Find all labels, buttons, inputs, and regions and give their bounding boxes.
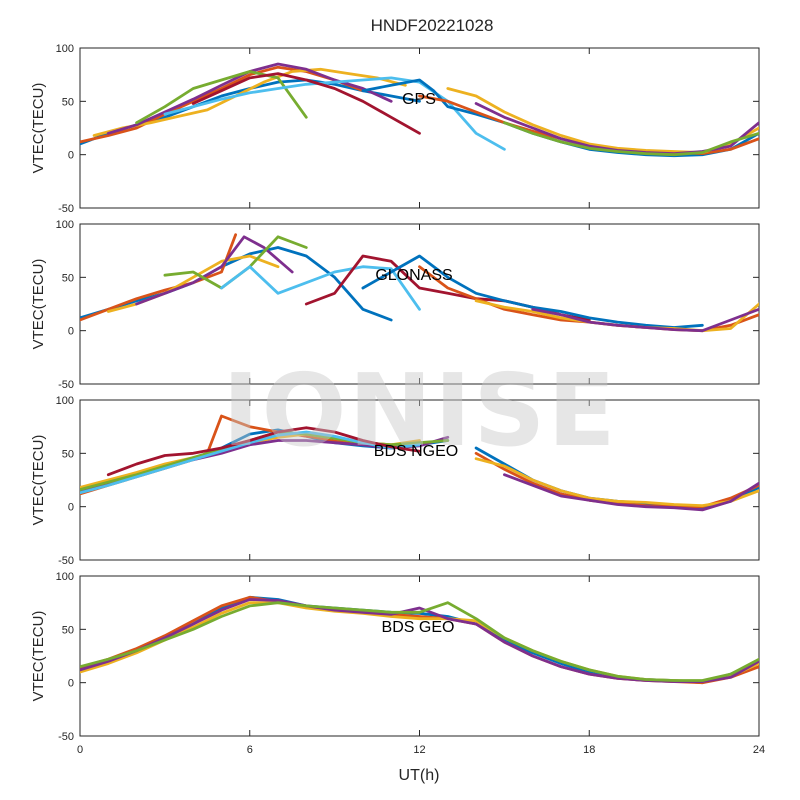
- x-axis-label: UT(h): [399, 767, 440, 784]
- y-axis-label: VTEC(TECU): [30, 83, 47, 174]
- series-group: [80, 414, 759, 512]
- y-tick-label: 50: [62, 624, 74, 636]
- y-tick-label: -50: [58, 731, 74, 743]
- panel-frame: [79, 47, 760, 209]
- y-tick-label: 50: [62, 272, 74, 284]
- panel-1: -50 0 50 100 VTEC(TECU) GLONASS: [30, 219, 760, 391]
- y-tick-label: 100: [56, 43, 74, 55]
- series-line: [80, 601, 759, 682]
- y-tick-label: 100: [56, 395, 74, 407]
- y-tick-label: -50: [58, 379, 74, 391]
- panel-frame: [79, 223, 760, 385]
- y-tick-label: 100: [56, 219, 74, 231]
- series-line: [135, 70, 308, 125]
- y-tick-label: 50: [62, 448, 74, 460]
- x-tick-label: 6: [247, 744, 253, 756]
- series-group: [80, 595, 759, 685]
- x-tick-label: 0: [77, 744, 83, 756]
- y-tick-label: -50: [58, 555, 74, 567]
- y-tick-label: -50: [58, 203, 74, 215]
- series-line: [361, 254, 704, 329]
- series-line: [135, 235, 294, 306]
- x-tick-label: 12: [413, 744, 425, 756]
- constellation-label: BDS NGEO: [374, 443, 458, 460]
- panel-frame: [79, 399, 760, 561]
- series-line: [80, 246, 393, 322]
- series-line: [502, 121, 759, 157]
- series-group: [80, 233, 759, 333]
- y-tick-label: 0: [68, 502, 74, 514]
- series-line: [502, 473, 759, 512]
- y-axis-label: VTEC(TECU): [30, 435, 47, 526]
- constellation-label: GPS: [402, 91, 436, 108]
- constellation-label: BDS GEO: [382, 619, 455, 636]
- series-line: [80, 430, 421, 495]
- y-tick-label: 0: [68, 326, 74, 338]
- y-axis-label: VTEC(TECU): [30, 611, 47, 702]
- series-line: [80, 233, 238, 322]
- y-tick-label: 0: [68, 678, 74, 690]
- y-axis-label: VTEC(TECU): [30, 259, 47, 350]
- series-line: [474, 457, 759, 508]
- series-group: [80, 62, 759, 158]
- panel-0: -50 0 50 100 VTEC(TECU) GPS: [30, 43, 760, 215]
- x-tick-label: 24: [753, 744, 765, 756]
- series-line: [92, 67, 407, 137]
- y-tick-label: 50: [62, 96, 74, 108]
- panel-2: -50 0 50 100 VTEC(TECU) BDS NGEO: [30, 395, 760, 567]
- watermark-logo: IONISE: [222, 352, 617, 469]
- series-line: [106, 426, 421, 477]
- x-tick-label: 18: [583, 744, 595, 756]
- y-tick-label: 100: [56, 571, 74, 583]
- figure-title: HNDF20221028: [371, 16, 494, 35]
- series-line: [191, 72, 421, 135]
- series-line: [531, 307, 759, 333]
- constellation-label: GLONASS: [375, 267, 452, 284]
- y-tick-label: 0: [68, 150, 74, 162]
- panel-frame: [79, 575, 760, 737]
- series-line: [220, 265, 421, 311]
